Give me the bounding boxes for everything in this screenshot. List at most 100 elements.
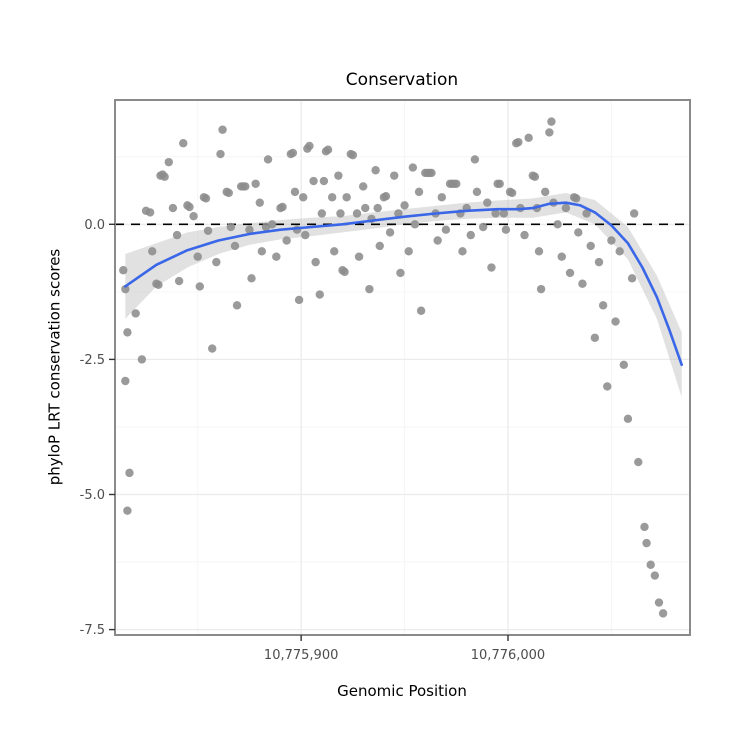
scatter-point — [414, 187, 424, 197]
scatter-point — [218, 125, 227, 134]
scatter-point — [404, 247, 413, 256]
scatter-point — [299, 193, 308, 202]
scatter-point — [301, 230, 310, 240]
scatter-point — [251, 179, 260, 188]
scatter-point — [290, 187, 300, 197]
scatter-point — [578, 279, 587, 288]
scatter-point — [125, 468, 134, 478]
scatter-point — [416, 306, 426, 315]
scatter-point — [201, 194, 211, 203]
scatter-point — [224, 188, 233, 198]
scatter-point — [410, 220, 420, 229]
scatter-point — [487, 263, 496, 272]
scatter-point — [565, 268, 575, 278]
scatter-point — [342, 193, 351, 202]
scatter-point — [483, 198, 492, 207]
scatter-point — [226, 222, 236, 232]
scatter-point — [607, 236, 616, 245]
scatter-point — [437, 193, 446, 202]
scatter-point — [334, 171, 343, 180]
scatter-point — [317, 209, 327, 218]
scatter-point — [172, 230, 182, 240]
scatter-point — [131, 309, 140, 318]
scatter-point — [365, 284, 374, 294]
scatter-point — [137, 355, 147, 364]
scatter-point — [408, 163, 418, 172]
scatter-point — [629, 209, 639, 218]
scatter-point — [278, 202, 287, 212]
scatter-point — [520, 230, 529, 240]
scatter-point — [541, 187, 550, 197]
smooth-line — [124, 201, 683, 367]
scatter-point — [212, 257, 221, 267]
scatter-point — [594, 257, 604, 267]
scatter-point — [168, 203, 178, 213]
scatter-point — [590, 333, 600, 342]
scatter-point — [361, 203, 370, 213]
scatter-point — [640, 522, 649, 532]
scatter-point — [164, 157, 173, 167]
scatter-point — [650, 571, 660, 580]
scatter-point — [208, 344, 217, 353]
scatter-point — [524, 133, 533, 143]
scatter-point — [375, 241, 384, 251]
scatter-point — [121, 376, 130, 386]
scatter-point — [400, 201, 409, 210]
scatter-point — [148, 247, 157, 256]
scatter-point — [319, 176, 329, 186]
scatter-point — [458, 247, 467, 256]
scatter-point — [658, 609, 668, 618]
scatter-point — [557, 252, 566, 261]
scatter-point — [495, 179, 504, 188]
y-tick-label: -2.5 — [80, 353, 105, 368]
scatter-point — [491, 209, 500, 218]
x-tick-label: 10,776,000 — [471, 648, 545, 663]
scatter-point — [241, 182, 250, 191]
scatter-point — [385, 228, 395, 237]
scatter-point — [514, 137, 523, 147]
scatter-point — [390, 171, 399, 180]
scatter-point — [619, 360, 629, 369]
scatter-point — [315, 290, 324, 299]
scatter-point — [294, 295, 304, 305]
scatter-point — [634, 457, 643, 467]
scatter-point — [121, 284, 130, 294]
scatter-point — [154, 280, 163, 290]
scatter-point — [586, 241, 595, 251]
scatter-point — [623, 414, 633, 424]
scatter-point — [472, 187, 482, 197]
scatter-point — [553, 220, 562, 229]
scatter-point — [427, 168, 436, 178]
scatter-point — [311, 257, 320, 267]
scatter-point — [373, 203, 382, 213]
scatter-point — [309, 176, 318, 186]
x-tick-label: 10,775,900 — [264, 648, 338, 663]
scatter-point — [545, 128, 554, 137]
scatter-point — [288, 148, 298, 158]
scatter-point — [340, 267, 349, 277]
scatter-point — [257, 247, 267, 256]
scatter-point — [216, 149, 225, 159]
chart-title: Conservation — [345, 70, 459, 90]
scatter-point — [501, 225, 511, 234]
scatter-point — [189, 211, 198, 221]
scatter-point — [611, 317, 620, 326]
scatter-point — [203, 226, 213, 235]
scatter-point — [123, 328, 132, 337]
scatter-point — [603, 382, 612, 391]
scatter-point — [615, 247, 624, 256]
scatter-point — [466, 230, 475, 240]
scatter-point — [354, 252, 364, 261]
scatter-point — [282, 236, 291, 245]
scatter-point — [654, 598, 664, 607]
scatter-point — [561, 203, 571, 213]
y-tick-label: 0.0 — [84, 218, 105, 233]
scatter-point — [381, 191, 391, 201]
scatter-point — [582, 209, 591, 218]
scatter-point — [305, 141, 314, 151]
scatter-point — [536, 284, 546, 294]
scatter-point — [119, 266, 128, 275]
panel-background — [115, 100, 690, 635]
scatter-point — [433, 236, 442, 245]
scatter-point — [123, 506, 132, 515]
